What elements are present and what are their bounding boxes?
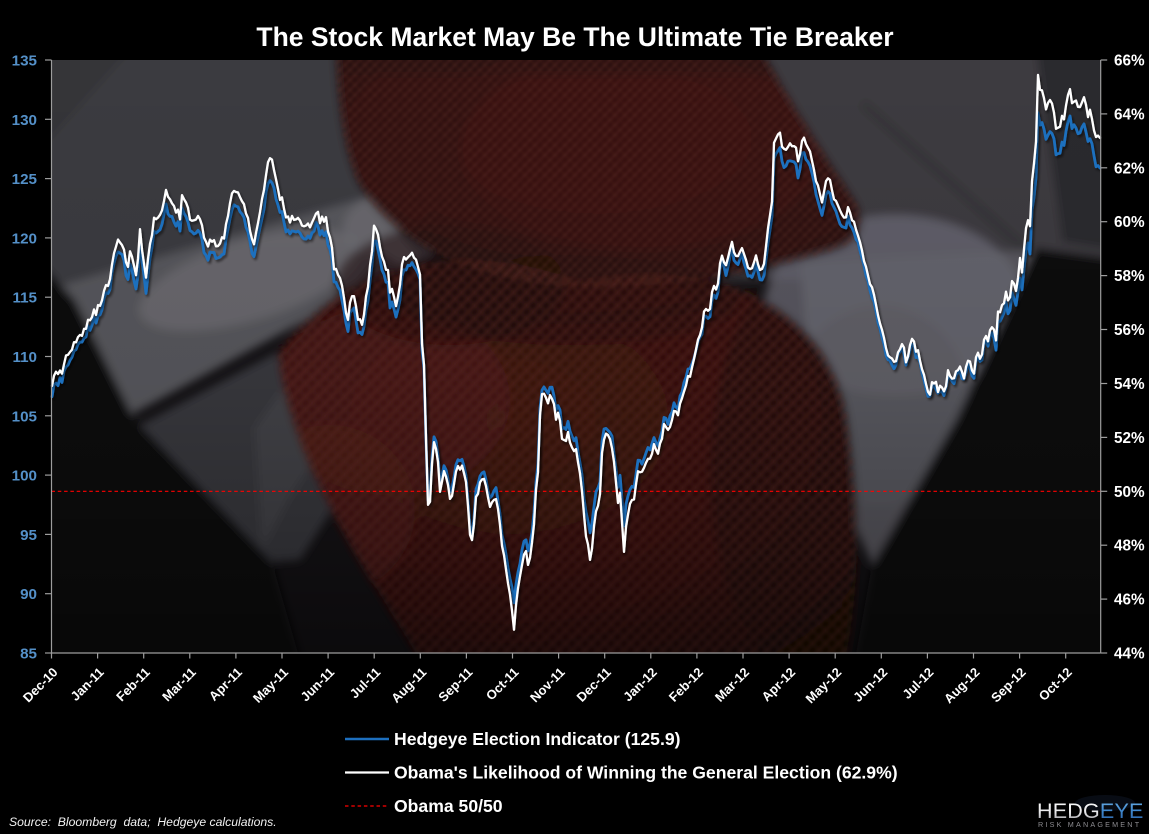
svg-text:48%: 48%	[1114, 538, 1145, 555]
svg-text:85: 85	[20, 646, 37, 663]
svg-text:46%: 46%	[1114, 592, 1145, 609]
svg-text:Obama's Likelihood of Winning: Obama's Likelihood of Winning the Genera…	[394, 763, 898, 783]
svg-text:50%: 50%	[1114, 484, 1145, 501]
svg-text:44%: 44%	[1114, 646, 1145, 663]
svg-text:54%: 54%	[1114, 376, 1145, 393]
svg-text:125: 125	[12, 171, 38, 188]
svg-text:90: 90	[20, 586, 37, 603]
svg-text:56%: 56%	[1114, 322, 1145, 339]
svg-text:135: 135	[12, 53, 38, 70]
svg-text:60%: 60%	[1114, 214, 1145, 231]
svg-text:110: 110	[12, 349, 37, 366]
svg-text:Hedgeye Election Indicator (12: Hedgeye Election Indicator (125.9)	[394, 729, 680, 749]
svg-text:Obama 50/50: Obama 50/50	[394, 796, 503, 816]
svg-text:62%: 62%	[1114, 160, 1145, 177]
svg-text:100: 100	[12, 468, 37, 485]
svg-text:95: 95	[20, 527, 37, 544]
svg-text:115: 115	[12, 290, 37, 307]
svg-text:Source: Bloomberg data; Hed: Source: Bloomberg data; Hedgeye calculat…	[9, 815, 277, 829]
svg-text:HEDGEYE: HEDGEYE	[1037, 799, 1144, 823]
svg-text:The Stock Market May Be The Ul: The Stock Market May Be The Ultimate Tie…	[256, 22, 893, 52]
svg-text:130: 130	[12, 112, 37, 129]
svg-text:58%: 58%	[1114, 268, 1145, 285]
svg-text:120: 120	[12, 230, 37, 247]
svg-text:66%: 66%	[1114, 53, 1145, 70]
svg-text:RISK MANAGEMENT: RISK MANAGEMENT	[1038, 820, 1141, 829]
svg-text:52%: 52%	[1114, 430, 1145, 447]
svg-text:105: 105	[12, 408, 38, 425]
svg-text:64%: 64%	[1114, 106, 1145, 123]
